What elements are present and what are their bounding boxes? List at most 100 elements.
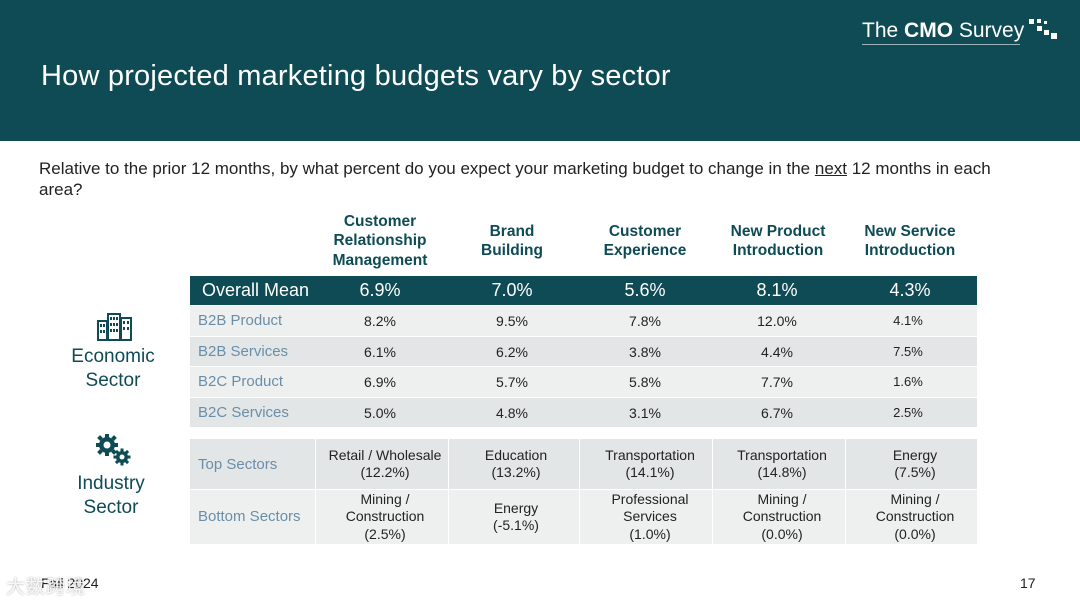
footer-date: Fall 2024: [41, 575, 99, 591]
buildings-icon: [96, 311, 134, 341]
cell-line: Professional: [611, 490, 689, 507]
table-cell: Mining / Construction (2.5%): [315, 490, 455, 544]
column-divider: [845, 439, 846, 544]
table-cell: Energy (7.5%): [850, 439, 980, 489]
watermark: 大数跨境: [6, 577, 87, 598]
column-header-brand-building: Brand Building: [452, 212, 572, 270]
column-header-new-product: New Product Introduction: [713, 212, 843, 270]
cell-line: Services: [623, 508, 677, 525]
cell-line: Construction: [742, 508, 822, 525]
table-cell: 9.5%: [496, 313, 528, 329]
overall-mean-value: 4.3%: [889, 280, 931, 300]
column-header-line: Brand: [489, 222, 535, 240]
column-header-line: Relationship: [333, 232, 427, 250]
table-cell: 4.4%: [761, 343, 793, 360]
logo-underline: [862, 44, 1020, 45]
page-title: How projected marketing budgets vary by …: [41, 60, 671, 92]
table-cell: 6.9%: [364, 374, 396, 390]
table-row: B2C Product 6.9% 5.7% 5.8% 7.7% 1.6%: [190, 367, 977, 398]
cell-line: Energy: [892, 446, 938, 463]
table-row-bottom-sectors: Bottom Sectors Mining / Construction (2.…: [190, 490, 977, 544]
logo-suffix: Survey: [953, 19, 1025, 42]
table-cell: Mining / Construction (0.0%): [717, 490, 847, 544]
cell-line: Mining /: [757, 490, 807, 507]
overall-mean-value: 7.0%: [491, 280, 533, 300]
table-cell: 4.1%: [893, 313, 923, 328]
column-header-line: Management: [332, 251, 428, 269]
column-header-line: New Product: [730, 222, 826, 240]
column-header-new-service: New Service Introduction: [845, 212, 975, 270]
cmo-survey-logo: The CMO Survey: [862, 19, 1059, 43]
economic-sector-label: Economic Sector: [55, 345, 171, 393]
table-cell: Transportation (14.8%): [717, 439, 847, 489]
gears-icon: [95, 433, 133, 467]
cell-line: (1.0%): [629, 525, 671, 542]
table-cell: Energy (-5.1%): [456, 490, 576, 544]
table-cell: 6.7%: [761, 404, 793, 421]
row-label: B2C Product: [198, 373, 284, 390]
row-label: Top Sectors: [198, 456, 278, 473]
table-cell: 5.7%: [496, 374, 528, 390]
row-label: Bottom Sectors: [198, 508, 301, 525]
column-header-line: New Service: [864, 222, 956, 240]
column-divider: [712, 439, 713, 544]
table-cell: 5.8%: [629, 374, 661, 390]
table-row: B2B Product 8.2% 9.5% 7.8% 12.0% 4.1%: [190, 306, 977, 337]
side-label-line: Sector: [83, 497, 139, 518]
table-cell: 3.1%: [629, 404, 661, 421]
column-divider: [579, 439, 580, 544]
table-cell: 7.5%: [893, 343, 923, 359]
cell-line: (2.5%): [364, 525, 406, 542]
page-number: 17: [1020, 575, 1036, 591]
column-header-customer-experience: Customer Experience: [585, 212, 705, 270]
cell-line: (14.8%): [757, 464, 807, 480]
table-row: B2C Services 5.0% 4.8% 3.1% 6.7% 2.5%: [190, 397, 977, 428]
table-cell: 4.8%: [496, 404, 528, 421]
cell-line: Transportation: [737, 446, 827, 463]
cell-line: Energy: [493, 499, 539, 516]
cell-line: Mining /: [890, 490, 940, 507]
column-header-line: Building: [481, 242, 543, 259]
overall-mean-value: 5.6%: [624, 280, 666, 300]
row-label: B2C Services: [198, 403, 289, 421]
side-label-line: Economic: [71, 346, 155, 367]
industry-sector-table: Top Sectors Retail / Wholesale (12.2%) E…: [190, 439, 977, 544]
column-header-crm: Customer Relationship Management: [315, 212, 445, 270]
table-cell: Professional Services (1.0%): [585, 490, 715, 544]
overall-mean-value: 6.9%: [359, 280, 401, 300]
logo-prefix: The: [862, 19, 905, 42]
cell-line: Transportation: [605, 446, 695, 463]
table-cell: 12.0%: [757, 313, 797, 329]
table-cell: 5.0%: [364, 404, 396, 421]
question-underlined: next: [814, 159, 847, 178]
table-row-top-sectors: Top Sectors Retail / Wholesale (12.2%) E…: [190, 439, 977, 490]
overall-mean-row: Overall Mean 6.9% 7.0% 5.6% 8.1% 4.3%: [190, 276, 977, 305]
column-header-line: Customer: [608, 222, 682, 240]
table-cell: 2.5%: [893, 404, 923, 420]
cell-line: (0.0%): [761, 525, 803, 542]
column-header-line: Customer: [343, 212, 417, 230]
question-text-after: 12 months in each area?: [39, 159, 991, 199]
economic-sector-table: B2B Product 8.2% 9.5% 7.8% 12.0% 4.1% B2…: [190, 306, 977, 428]
cell-line: Construction: [345, 508, 425, 525]
logo-bold: CMO: [904, 19, 954, 42]
cell-line: Education: [484, 446, 548, 463]
row-label: B2B Product: [198, 312, 283, 329]
overall-mean-label: Overall Mean: [202, 280, 310, 300]
cell-line: (0.0%): [894, 525, 936, 542]
table-cell: 6.2%: [496, 343, 528, 360]
industry-sector-label: Industry Sector: [55, 472, 167, 520]
table-row: B2B Services 6.1% 6.2% 3.8% 4.4% 7.5%: [190, 336, 977, 367]
cell-line: (-5.1%): [493, 517, 539, 533]
survey-question: Relative to the prior 12 months, by what…: [39, 158, 1029, 200]
column-header-line: Introduction: [732, 242, 824, 259]
cell-line: (13.2%): [491, 464, 541, 480]
cell-line: (12.2%): [360, 464, 410, 480]
side-label-line: Industry: [77, 473, 145, 494]
side-label-line: Sector: [85, 370, 141, 391]
table-cell: 8.2%: [364, 313, 396, 329]
column-header-line: Introduction: [864, 242, 956, 259]
table-cell: Transportation (14.1%): [585, 439, 715, 489]
row-label: B2B Services: [198, 342, 289, 360]
column-divider: [315, 439, 316, 544]
